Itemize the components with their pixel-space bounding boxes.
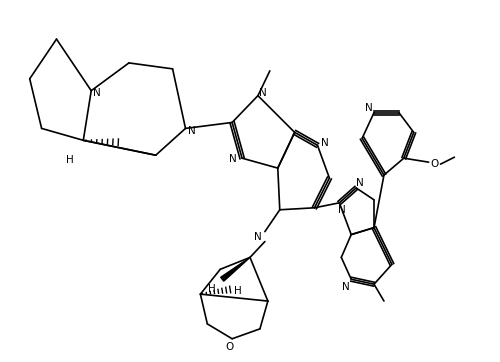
Text: N: N <box>259 88 267 98</box>
Text: N: N <box>94 88 101 98</box>
Text: N: N <box>320 138 328 148</box>
Text: N: N <box>365 102 373 113</box>
Text: N: N <box>254 232 262 241</box>
Text: N: N <box>230 154 237 164</box>
Text: H: H <box>208 284 216 294</box>
Text: N: N <box>188 126 196 136</box>
Text: N: N <box>356 178 364 188</box>
Polygon shape <box>220 257 250 281</box>
Text: O: O <box>430 159 438 169</box>
Text: O: O <box>225 342 234 352</box>
Text: N: N <box>342 282 350 292</box>
Text: H: H <box>234 286 242 296</box>
Text: N: N <box>338 205 346 215</box>
Text: H: H <box>66 155 74 165</box>
